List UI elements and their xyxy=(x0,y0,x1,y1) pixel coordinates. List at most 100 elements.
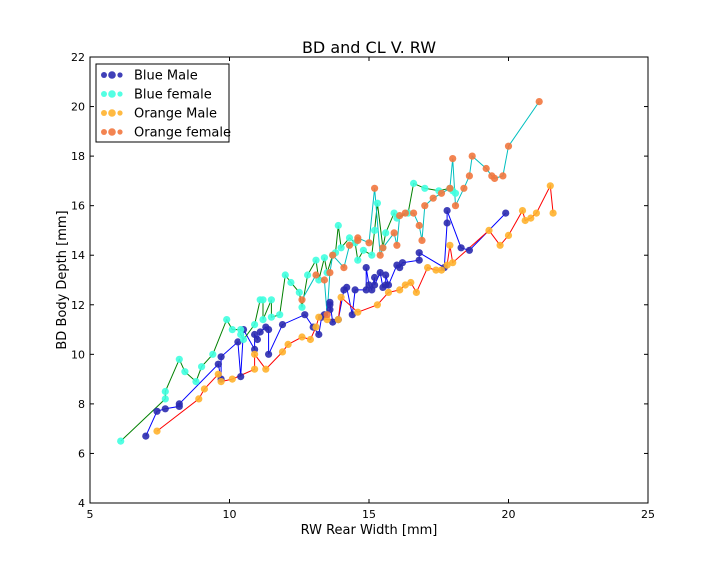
data-point xyxy=(527,214,535,222)
data-point xyxy=(298,333,306,341)
data-point xyxy=(546,182,554,190)
data-point xyxy=(371,281,379,289)
data-point xyxy=(315,330,323,339)
x-tick-label: 15 xyxy=(362,508,376,521)
data-point xyxy=(334,221,342,230)
data-point xyxy=(259,316,267,324)
data-point xyxy=(504,142,513,150)
series-line-2 xyxy=(156,184,554,432)
data-point xyxy=(340,264,348,272)
data-point xyxy=(393,241,401,249)
data-point xyxy=(161,387,169,396)
x-tick-label: 10 xyxy=(223,508,237,521)
data-point xyxy=(315,313,323,321)
data-point xyxy=(343,283,351,291)
data-point xyxy=(460,184,468,192)
data-point xyxy=(234,338,242,346)
data-point xyxy=(354,256,362,264)
data-point xyxy=(535,98,543,106)
data-point xyxy=(518,207,527,215)
data-point xyxy=(298,303,306,311)
legend-marker xyxy=(101,91,107,97)
data-point xyxy=(278,348,287,356)
data-point xyxy=(421,184,429,192)
data-point xyxy=(259,296,267,304)
data-point xyxy=(415,256,423,264)
data-point xyxy=(359,246,367,254)
data-point xyxy=(415,221,423,230)
data-point xyxy=(253,335,261,344)
data-point xyxy=(239,335,248,344)
data-point xyxy=(485,226,493,234)
legend-box xyxy=(95,63,230,143)
legend-marker xyxy=(108,128,116,136)
data-point xyxy=(371,273,379,282)
data-point xyxy=(337,244,345,252)
data-point xyxy=(217,378,225,386)
data-point xyxy=(465,246,473,254)
data-point xyxy=(446,184,454,192)
data-point xyxy=(237,373,245,381)
data-point xyxy=(320,276,328,284)
legend-marker xyxy=(101,72,107,78)
data-point xyxy=(334,316,342,324)
data-point xyxy=(256,328,264,336)
data-point xyxy=(304,271,312,279)
legend-marker xyxy=(117,110,123,116)
data-point xyxy=(175,400,183,408)
data-point xyxy=(281,271,289,279)
data-point xyxy=(312,256,320,264)
data-point xyxy=(153,407,161,415)
data-point xyxy=(390,229,398,237)
data-point xyxy=(412,288,420,296)
chart-title: BD and CL V. RW xyxy=(302,38,436,57)
data-point xyxy=(407,278,415,287)
data-point xyxy=(396,286,404,294)
legend-marker xyxy=(101,110,107,116)
data-point xyxy=(284,340,292,348)
legend-label: Orange female xyxy=(134,126,231,141)
legend-label: Blue Male xyxy=(134,69,198,84)
data-point xyxy=(306,335,314,344)
data-point xyxy=(192,378,200,386)
data-point xyxy=(446,241,454,249)
y-tick-label: 22 xyxy=(71,51,85,64)
data-point xyxy=(382,229,390,237)
data-point xyxy=(153,427,161,435)
data-point xyxy=(329,251,337,259)
y-axis-label: BD Body Depth [mm] xyxy=(55,210,70,349)
data-point xyxy=(312,271,320,279)
x-axis-ticks: 5 10 15 20 25 xyxy=(87,57,655,521)
data-point xyxy=(432,266,440,274)
data-point xyxy=(223,316,231,324)
data-point xyxy=(228,326,236,334)
data-point xyxy=(373,199,381,207)
data-point xyxy=(142,432,150,440)
legend-marker xyxy=(108,90,116,98)
data-point xyxy=(345,234,354,242)
data-point xyxy=(421,202,429,210)
data-point xyxy=(312,323,320,331)
data-point xyxy=(401,281,409,289)
data-point xyxy=(262,365,270,373)
data-point xyxy=(496,241,504,249)
y-tick-label: 6 xyxy=(78,447,85,460)
y-tick-label: 14 xyxy=(71,249,85,262)
data-point xyxy=(532,209,541,217)
data-point xyxy=(549,209,557,217)
data-point xyxy=(437,266,446,274)
data-point xyxy=(267,313,275,321)
data-point xyxy=(295,288,303,296)
data-point xyxy=(365,239,373,247)
data-point xyxy=(465,172,473,180)
data-point xyxy=(265,350,273,358)
data-point xyxy=(354,308,362,316)
data-point xyxy=(376,269,384,277)
y-tick-label: 12 xyxy=(71,299,85,312)
data-point xyxy=(382,271,390,279)
data-point xyxy=(449,259,457,267)
data-point xyxy=(301,311,309,319)
data-point xyxy=(396,212,404,220)
data-point xyxy=(251,350,259,358)
data-point xyxy=(499,172,507,180)
